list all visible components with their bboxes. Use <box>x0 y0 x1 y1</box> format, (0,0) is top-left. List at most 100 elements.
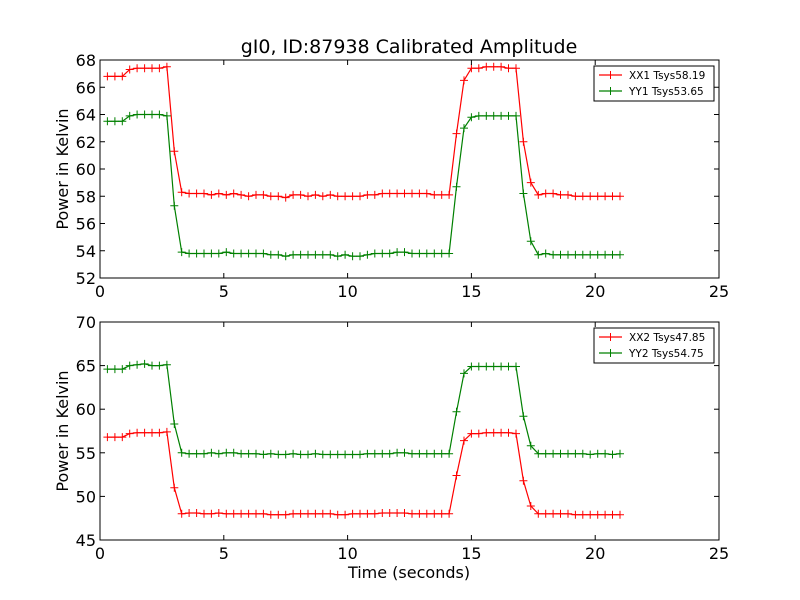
data-point <box>385 449 394 458</box>
y-tick-label: 62 <box>76 133 96 152</box>
data-point <box>311 509 320 518</box>
y-tick: 58 <box>76 187 719 206</box>
series-2 <box>103 359 624 459</box>
data-point <box>200 509 208 518</box>
data-point <box>601 192 610 201</box>
data-point <box>363 190 372 199</box>
data-point <box>534 509 543 518</box>
legend-entry: XX1 Tsys58.19 <box>599 70 705 82</box>
data-point <box>408 249 416 258</box>
data-point <box>489 62 498 71</box>
data-point <box>519 137 528 146</box>
data-point <box>489 428 498 437</box>
data-point <box>586 250 595 259</box>
data-point <box>266 449 275 458</box>
data-point <box>162 111 171 120</box>
x-tick: 20 <box>585 60 605 301</box>
data-point <box>608 250 617 259</box>
data-point <box>482 62 491 71</box>
data-point <box>541 249 550 258</box>
data-point <box>556 250 565 259</box>
data-point <box>214 189 223 198</box>
data-point <box>296 250 305 259</box>
data-point <box>571 250 580 259</box>
data-point <box>341 250 350 259</box>
data-point <box>214 249 223 258</box>
data-point <box>504 428 513 437</box>
data-point <box>393 189 402 198</box>
data-point <box>214 509 223 517</box>
x-tick-label: 25 <box>709 544 729 563</box>
data-point <box>512 64 520 73</box>
data-point <box>244 249 253 258</box>
y-tick: 60 <box>76 160 719 179</box>
data-point <box>200 249 208 258</box>
data-point <box>170 147 179 156</box>
series-1 <box>103 62 624 202</box>
data-point <box>281 450 290 459</box>
data-point <box>497 362 506 371</box>
data-point <box>185 449 194 458</box>
data-point <box>155 110 164 119</box>
y-tick-label: 65 <box>76 357 96 376</box>
data-point <box>259 249 268 258</box>
x-tick-label: 5 <box>219 544 229 563</box>
data-point <box>578 510 587 519</box>
data-point <box>311 449 320 458</box>
data-point <box>437 249 446 258</box>
x-tick: 15 <box>461 322 482 563</box>
data-point <box>296 450 305 459</box>
data-point <box>155 64 164 73</box>
y-tick: 55 <box>76 444 719 463</box>
data-point <box>266 192 275 201</box>
data-point <box>422 509 431 518</box>
data-point <box>125 429 134 438</box>
data-point <box>244 509 253 518</box>
data-point <box>370 509 379 518</box>
data-point <box>556 190 565 199</box>
data-point <box>497 62 506 71</box>
data-point <box>564 250 572 259</box>
y-tick-label: 68 <box>76 51 96 70</box>
data-point <box>110 117 119 126</box>
data-point <box>549 509 558 518</box>
legend: XX2 Tsys47.85 YY2 Tsys54.75 <box>593 327 715 364</box>
data-point <box>400 189 409 198</box>
data-point <box>289 250 298 259</box>
data-point <box>415 509 424 518</box>
data-point <box>333 450 342 459</box>
x-tick: 5 <box>219 60 229 301</box>
data-point <box>341 192 350 201</box>
data-point <box>474 362 483 371</box>
data-point <box>133 64 142 73</box>
data-point <box>541 189 550 198</box>
data-point <box>363 449 372 458</box>
data-point <box>378 449 387 458</box>
data-point <box>281 193 290 202</box>
data-point <box>259 509 268 518</box>
data-point <box>616 250 624 259</box>
data-point <box>229 448 238 457</box>
y-tick-label: 50 <box>76 487 96 506</box>
data-point <box>549 250 558 259</box>
legend-marker <box>606 349 615 357</box>
data-point <box>408 449 416 458</box>
data-point <box>378 249 387 258</box>
data-point <box>430 509 439 518</box>
bottom-y-axis-label: Power in Kelvin <box>53 370 72 491</box>
data-point <box>474 64 483 73</box>
series-1 <box>103 427 624 519</box>
data-point <box>170 201 179 210</box>
data-point <box>586 450 595 459</box>
data-point <box>229 189 238 198</box>
data-point <box>170 420 179 428</box>
x-tick: 25 <box>709 60 729 301</box>
bottom-plot: 0 5 10 15 20 25 45 50 55 60 65 70 XX2 Tsys47.85 YY2 T… <box>76 313 730 563</box>
y-tick-label: 60 <box>76 400 96 419</box>
data-point <box>482 362 491 371</box>
data-point <box>133 428 142 437</box>
data-point <box>266 510 275 519</box>
data-point <box>274 450 283 459</box>
x-tick: 15 <box>461 60 482 301</box>
